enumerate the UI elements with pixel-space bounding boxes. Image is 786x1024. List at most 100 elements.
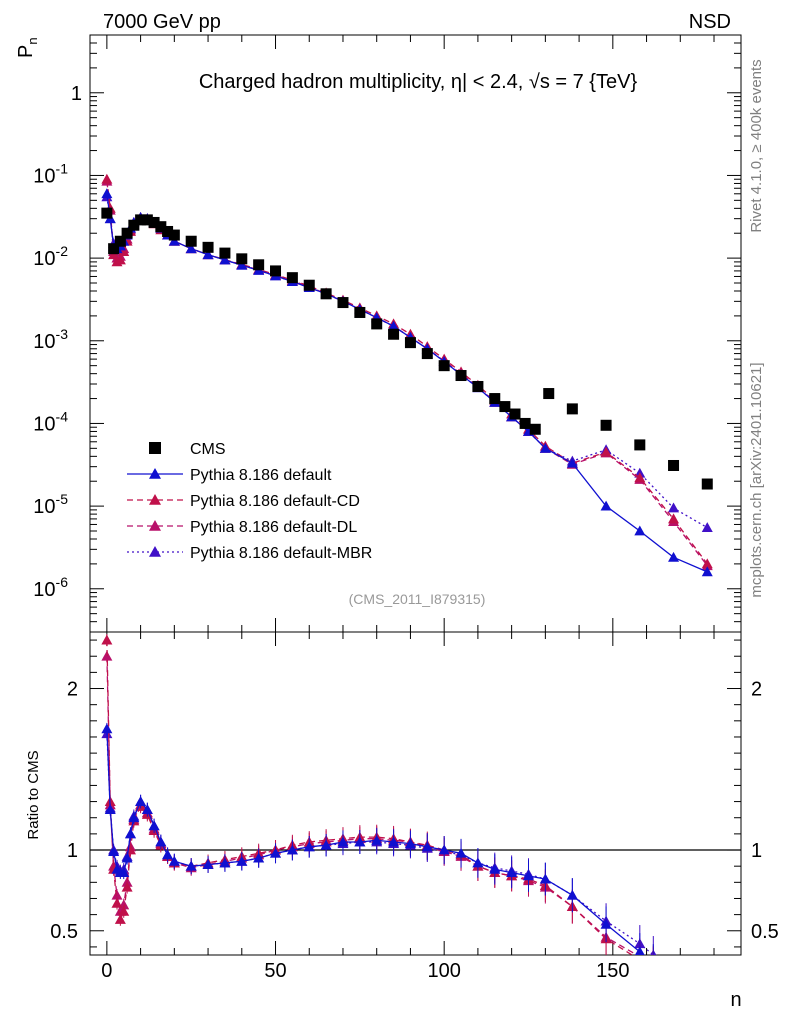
legend-marker <box>149 520 161 531</box>
series-point <box>185 243 197 254</box>
data-point <box>270 265 282 277</box>
ratio-point <box>566 889 578 900</box>
x-tick-label: 100 <box>427 960 460 982</box>
data-point <box>566 403 578 415</box>
data-point <box>519 417 531 429</box>
series-point <box>539 442 551 453</box>
series-point <box>668 513 680 524</box>
data-point <box>404 337 416 349</box>
y-tick-label: 10-2 <box>33 243 68 270</box>
ratio-point <box>219 857 231 868</box>
ratio-y-tick-label: 1 <box>67 840 78 862</box>
ratio-point <box>320 839 332 850</box>
data-point <box>148 216 160 228</box>
data-point <box>600 419 612 431</box>
ratio-y-tick-label-right: 1 <box>751 840 762 862</box>
ratio-point <box>104 804 116 815</box>
data-point <box>101 207 113 219</box>
series-point <box>118 246 130 256</box>
ratio-point <box>162 849 174 860</box>
ratio-point <box>539 873 551 884</box>
ratio-point <box>404 838 416 848</box>
mcplots-label: mcplots.cern.ch [arXiv:2401.10621] <box>748 362 765 597</box>
data-point <box>236 253 248 265</box>
series-point <box>114 254 126 265</box>
plot-title: Charged hadron multiplicity, η| < 2.4, √… <box>199 71 638 93</box>
ratio-data <box>90 634 741 969</box>
ratio-point <box>155 836 167 847</box>
series-point <box>634 472 646 483</box>
legend-marker <box>149 468 161 479</box>
ratio-point <box>303 841 315 852</box>
ratio-point <box>489 863 501 874</box>
series-point <box>101 173 113 184</box>
ratio-point <box>337 836 349 847</box>
ratio-point <box>634 946 645 955</box>
legend-label: Pythia 8.186 default <box>190 467 332 484</box>
ratio-point <box>286 844 298 855</box>
data-point <box>509 408 521 420</box>
series-point <box>701 558 713 569</box>
data-point <box>108 243 120 255</box>
data-point <box>219 247 231 259</box>
data-point <box>155 221 167 233</box>
data-point <box>543 388 555 400</box>
ratio-point <box>121 852 133 863</box>
series-point <box>634 525 646 536</box>
data-point <box>668 459 680 471</box>
ratio-point <box>421 841 433 852</box>
data-point <box>499 401 511 413</box>
ratio-y-tick-label: 0.5 <box>50 921 78 943</box>
ratio-point <box>118 905 130 916</box>
data-point <box>438 360 450 372</box>
series-point <box>219 254 231 265</box>
ratio-frame <box>89 631 742 956</box>
series-point <box>701 566 713 577</box>
y-tick-label: 1 <box>71 83 82 105</box>
data-point <box>185 235 197 247</box>
legend-marker <box>149 494 161 505</box>
y-tick-label: 10-5 <box>33 491 68 518</box>
energy-label: 7000 GeV pp <box>103 11 221 33</box>
y-tick-label: 10-6 <box>33 574 68 601</box>
ratio-point <box>438 844 450 855</box>
ratio-point <box>648 959 659 969</box>
process-label: NSD <box>689 11 731 33</box>
ratio-point <box>185 860 197 871</box>
data-point <box>388 328 400 340</box>
ratio-y-tick-label-right: 0.5 <box>751 921 779 943</box>
data-point <box>253 259 265 271</box>
ratio-point <box>118 867 130 878</box>
data-point <box>320 288 332 300</box>
data-point <box>168 229 180 241</box>
data-point <box>371 318 383 330</box>
ratio-point <box>168 855 180 866</box>
data-point <box>472 380 484 392</box>
ratio-point <box>236 855 248 866</box>
y-axis-title-ratio: Ratio to CMS <box>25 750 42 839</box>
ratio-line-3 <box>106 656 639 955</box>
main-frame <box>89 34 742 633</box>
ratio-point <box>253 852 265 863</box>
x-axis-title: n <box>730 989 741 1011</box>
y-axis-title-main: Pn <box>15 37 40 58</box>
legend: CMS Pythia 8.186 default Pythia 8.186 defa… <box>127 441 372 562</box>
series-point <box>388 320 400 331</box>
ratio-point <box>639 954 641 955</box>
series-point <box>168 235 180 246</box>
data-point <box>634 439 646 451</box>
data-point <box>421 348 433 360</box>
legend-label: Pythia 8.186 default-CD <box>190 493 360 510</box>
legend-label: Pythia 8.186 default-MBR <box>190 545 372 562</box>
data-point <box>337 297 349 309</box>
ratio-point <box>354 836 366 847</box>
y-tick-label: 10-3 <box>33 326 68 353</box>
series-point <box>600 446 612 457</box>
ratio-point <box>388 836 400 847</box>
series-point <box>101 188 113 199</box>
ratio-point <box>148 820 160 831</box>
data-point <box>489 393 501 405</box>
ratio-point <box>522 870 534 881</box>
ratio-point <box>114 913 126 924</box>
series-line-1 <box>106 193 708 573</box>
